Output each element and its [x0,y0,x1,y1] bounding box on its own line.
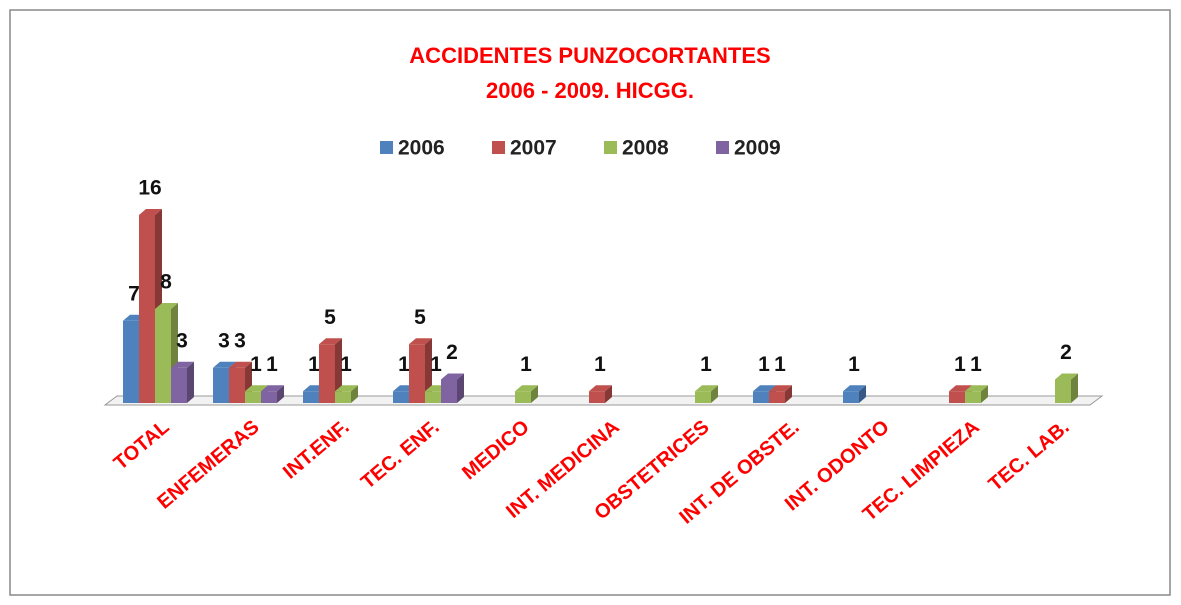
bar-top [1055,373,1078,380]
data-label: 1 [250,353,262,376]
bar [441,379,457,403]
bar-top [155,303,178,309]
legend-swatch [380,141,393,154]
legend-label: 2009 [734,137,781,160]
bar-top [319,338,342,345]
data-label: 1 [520,353,532,376]
bar [213,367,229,403]
bar [155,309,171,403]
data-label: 1 [308,353,320,376]
data-label: 8 [160,271,172,294]
data-label: 16 [138,177,161,200]
bar-side [457,373,464,403]
bar [171,367,187,403]
bar-top [965,385,988,392]
bar-top [769,385,792,392]
bar-top [171,361,194,368]
bar-top [335,385,358,392]
bar [425,391,441,403]
bar-top [409,338,432,345]
data-label: 1 [774,353,786,376]
legend-swatch [604,141,617,154]
bar [261,391,277,403]
bar [303,391,319,403]
bar [515,391,531,403]
bar-top [441,373,464,380]
bar [695,391,711,403]
bar-top [589,385,612,392]
legend-label: 2006 [398,137,445,160]
chart-title: ACCIDENTES PUNZOCORTANTES [409,43,770,68]
bar [319,344,335,403]
data-label: 1 [758,353,770,376]
data-label: 1 [970,353,982,376]
data-label: 2 [446,341,458,364]
data-label: 1 [398,353,410,376]
bar [393,391,409,403]
bar [139,215,155,403]
data-label: 5 [414,306,426,329]
data-label: 1 [340,353,352,376]
bar [335,391,351,403]
bar-top [515,385,538,392]
bar-top [949,385,972,392]
bar-side [859,385,866,403]
legend-swatch [492,141,505,154]
bar-side [711,385,718,403]
bar [949,391,965,403]
data-label: 1 [954,353,966,376]
bar-side [981,385,988,403]
legend-label: 2007 [510,137,557,160]
data-label: 3 [176,329,188,352]
bar-top [229,361,252,368]
data-label: 7 [128,282,140,305]
data-label: 1 [266,353,278,376]
data-label: 5 [324,306,336,329]
bar-side [277,385,284,403]
bar [843,391,859,403]
data-label: 3 [234,329,246,352]
chart-frame [9,9,1171,596]
data-label: 1 [848,353,860,376]
bar-top [139,209,162,215]
data-label: 1 [700,353,712,376]
bar [1055,379,1071,403]
data-label: 1 [430,353,442,376]
bar-top [245,385,268,392]
bar-side [187,361,194,403]
bar-top [843,385,866,392]
legend-label: 2008 [622,137,669,160]
bar [965,391,981,403]
bar-side [351,385,358,403]
bar-top [695,385,718,392]
bar-side [785,385,792,403]
bar [769,391,785,403]
bar [589,391,605,403]
bar-top [213,361,236,368]
bar-side [605,385,612,403]
bar-side [531,385,538,403]
bar-side [1071,373,1078,403]
data-label: 3 [218,329,230,352]
chart-subtitle: 2006 - 2009. HICGG. [486,78,694,103]
bar [123,320,139,403]
bar-top [753,385,776,392]
bar [409,344,425,403]
bar [229,367,245,403]
legend-swatch [716,141,729,154]
data-label: 1 [594,353,606,376]
data-label: 2 [1060,341,1072,364]
bar [753,391,769,403]
bar [245,391,261,403]
bar-top [261,385,284,392]
